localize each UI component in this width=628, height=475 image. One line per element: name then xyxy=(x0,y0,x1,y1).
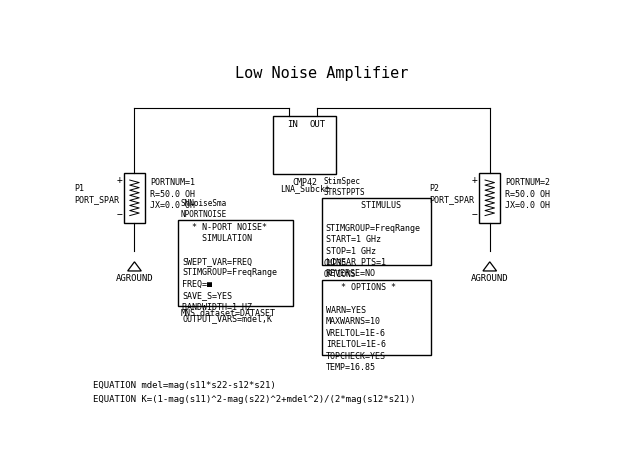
Text: MNS.dataset=DATASET: MNS.dataset=DATASET xyxy=(181,309,276,318)
Text: OUT: OUT xyxy=(310,120,326,129)
Text: STIMULUS

STIMGROUP=FreqRange
START=1 GHz
STOP=1 GHz
LINEAR PTS=1
REVERSE=NO: STIMULUS STIMGROUP=FreqRange START=1 GHz… xyxy=(326,201,421,278)
Text: +: + xyxy=(472,175,478,185)
Bar xyxy=(273,115,337,174)
Text: +: + xyxy=(116,175,122,185)
Text: CMP42: CMP42 xyxy=(292,178,317,187)
Bar xyxy=(479,173,501,222)
Polygon shape xyxy=(483,262,497,271)
Bar xyxy=(124,173,145,222)
Text: StimSpec
STRSTPPTS: StimSpec STRSTPPTS xyxy=(323,177,365,197)
Text: EQUATION mdel=mag(s11*s22-s12*s21): EQUATION mdel=mag(s11*s22-s12*s21) xyxy=(93,380,276,390)
Text: Low Noise Amplifier: Low Noise Amplifier xyxy=(235,66,409,81)
Text: LNA_Subckt: LNA_Subckt xyxy=(280,184,330,193)
Text: IN: IN xyxy=(287,120,298,129)
Text: P2
PORT_SPAR: P2 PORT_SPAR xyxy=(429,184,474,205)
Text: P1
PORT_SPAR: P1 PORT_SPAR xyxy=(74,184,119,205)
Bar xyxy=(322,280,431,355)
Text: SNNoiseSma
NPORTNOISE: SNNoiseSma NPORTNOISE xyxy=(181,199,227,219)
Bar xyxy=(178,220,293,306)
Text: AGROUND: AGROUND xyxy=(471,274,509,283)
Text: −: − xyxy=(472,209,478,219)
Text: PORTNUM=2
R=50.0 OH
JX=0.0 OH: PORTNUM=2 R=50.0 OH JX=0.0 OH xyxy=(506,178,550,210)
Bar xyxy=(322,198,431,266)
Polygon shape xyxy=(127,262,141,271)
Text: CMP35
OPTIONS: CMP35 OPTIONS xyxy=(323,259,355,279)
Text: −: − xyxy=(116,209,122,219)
Text: EQUATION K=(1-mag(s11)^2-mag(s22)^2+mdel^2)/(2*mag(s12*s21)): EQUATION K=(1-mag(s11)^2-mag(s22)^2+mdel… xyxy=(93,395,416,404)
Text: * N-PORT NOISE*
    SIMULATION

SWEPT_VAR=FREQ
STIMGROUP=FreqRange
FREQ=■
SAVE_S: * N-PORT NOISE* SIMULATION SWEPT_VAR=FRE… xyxy=(182,223,277,323)
Text: * OPTIONS *

WARN=YES
MAXWARNS=10
VRELTOL=1E-6
IRELTOL=1E-6
TOPCHECK=YES
TEMP=16: * OPTIONS * WARN=YES MAXWARNS=10 VRELTOL… xyxy=(326,283,396,372)
Text: PORTNUM=1
R=50.0 OH
JX=0.0 OH: PORTNUM=1 R=50.0 OH JX=0.0 OH xyxy=(150,178,195,210)
Text: AGROUND: AGROUND xyxy=(116,274,153,283)
